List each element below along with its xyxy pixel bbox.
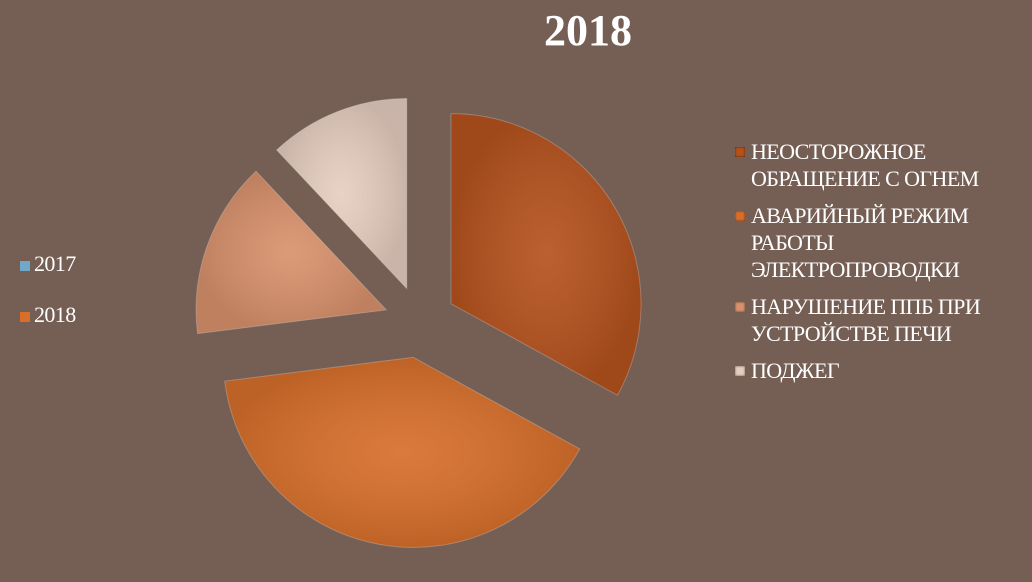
legend-item: НЕОСТОРОЖНОЕ ОБРАЩЕНИЕ С ОГНЕМ — [735, 138, 1025, 192]
legend-item: НАРУШЕНИЕ ППБ ПРИ УСТРОЙСТВЕ ПЕЧИ — [735, 293, 1025, 347]
pie-slice — [224, 356, 581, 548]
legend-item: ПОДЖЕГ — [735, 357, 1025, 384]
legend-swatch — [735, 147, 745, 157]
legend-swatch — [735, 211, 745, 221]
series-legend: 2017 2018 — [20, 250, 76, 352]
legend-label: НЕОСТОРОЖНОЕ ОБРАЩЕНИЕ С ОГНЕМ — [751, 139, 979, 191]
legend-label: 2018 — [34, 302, 76, 327]
legend-swatch — [735, 302, 745, 312]
legend-item: 2017 — [20, 250, 76, 277]
legend-label: НАРУШЕНИЕ ППБ ПРИ УСТРОЙСТВЕ ПЕЧИ — [751, 294, 981, 346]
chart-title: 2018 — [544, 6, 632, 55]
legend-swatch — [20, 261, 30, 271]
legend-label: АВАРИЙНЫЙ РЕЖИМ РАБОТЫ ЭЛЕКТРОПРОВОДКИ — [751, 203, 969, 282]
legend-item: АВАРИЙНЫЙ РЕЖИМ РАБОТЫ ЭЛЕКТРОПРОВОДКИ — [735, 202, 1025, 283]
legend-swatch — [20, 312, 30, 322]
legend-label: 2017 — [34, 251, 76, 276]
legend-item: 2018 — [20, 301, 76, 328]
category-legend: НЕОСТОРОЖНОЕ ОБРАЩЕНИЕ С ОГНЕМ АВАРИЙНЫЙ … — [735, 138, 1025, 394]
legend-swatch — [735, 366, 745, 376]
pie-slice — [450, 113, 642, 396]
legend-label: ПОДЖЕГ — [751, 358, 840, 383]
